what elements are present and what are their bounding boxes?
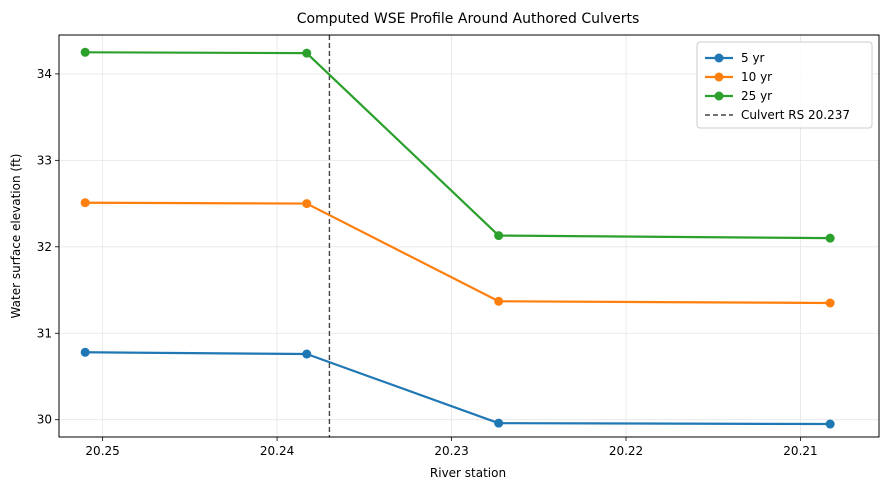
x-tick-label: 20.23: [434, 444, 468, 458]
data-point: [494, 296, 504, 306]
legend-marker: [714, 72, 724, 82]
legend-entry: Culvert RS 20.237: [705, 108, 850, 122]
data-point: [302, 199, 312, 209]
legend-label: 5 yr: [741, 51, 765, 65]
data-point: [80, 198, 90, 208]
series-line-2: [85, 51, 831, 240]
data-point: [825, 298, 835, 308]
data-point: [80, 47, 90, 57]
legend-entry: 10 yr: [705, 70, 772, 84]
series-line-0: [85, 351, 831, 426]
y-tick-label: 33: [37, 153, 52, 167]
legend-marker: [714, 53, 724, 63]
y-axis-label: Water surface elevation (ft): [9, 154, 23, 319]
y-tick-label: 32: [37, 240, 52, 254]
x-tick-label: 20.25: [85, 444, 119, 458]
y-tick-label: 31: [37, 326, 52, 340]
legend-label: 25 yr: [741, 89, 772, 103]
chart-title: Computed WSE Profile Around Authored Cul…: [297, 11, 640, 27]
data-point: [494, 231, 504, 241]
data-point: [302, 349, 312, 359]
legend-marker: [714, 91, 724, 101]
x-axis-label: River station: [430, 466, 506, 480]
y-tick-label: 34: [37, 67, 52, 81]
x-tick-label: 20.24: [260, 444, 294, 458]
data-point: [80, 347, 90, 357]
legend-entry: 25 yr: [705, 89, 772, 103]
series-layer: [80, 47, 835, 429]
axis-ticks: 20.25 20.24 20.23 20.22 20.21 30 31 32 33 34: [37, 67, 818, 458]
data-point: [494, 418, 504, 428]
data-point: [302, 48, 312, 58]
data-point: [825, 419, 835, 429]
x-tick-label: 20.21: [783, 444, 817, 458]
legend-label: 10 yr: [741, 70, 772, 84]
legend-entry: 5 yr: [705, 51, 765, 65]
plot-area-frame: [58, 34, 880, 438]
legend-box: [696, 41, 873, 129]
x-tick-label: 20.22: [609, 444, 643, 458]
data-point: [825, 233, 835, 243]
legend-label: Culvert RS 20.237: [741, 108, 850, 122]
legend: 5 yr 10 yr 25 yr Culvert RS 20.237: [696, 41, 873, 129]
series-line-1: [85, 201, 831, 305]
y-tick-label: 30: [37, 413, 52, 427]
